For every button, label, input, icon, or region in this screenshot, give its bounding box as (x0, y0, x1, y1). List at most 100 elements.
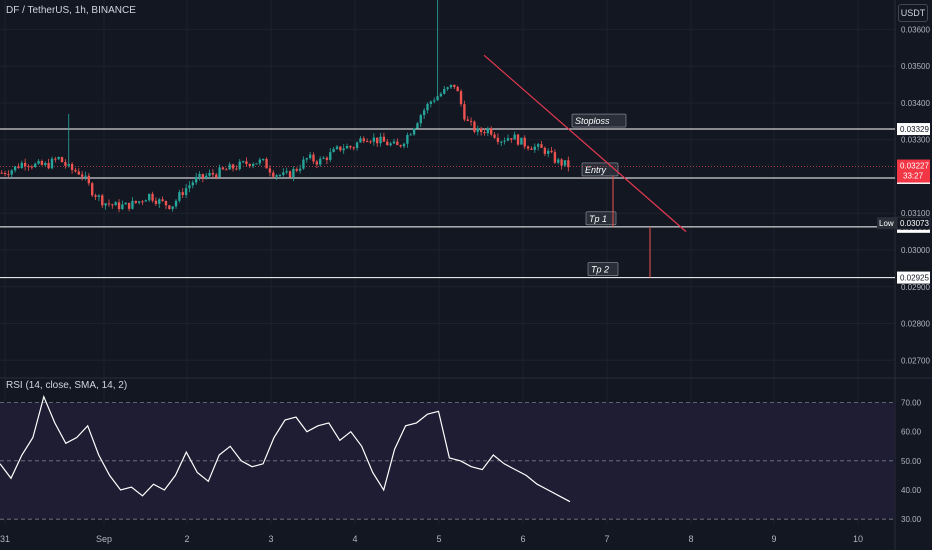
candle (389, 141, 392, 147)
level-label-text: Tp 1 (589, 214, 607, 224)
candle (382, 132, 386, 142)
candle (184, 184, 188, 199)
candle (510, 138, 513, 143)
candle (158, 197, 161, 208)
candle (275, 174, 278, 180)
rsi-line (0, 394, 571, 503)
candle (396, 138, 399, 146)
trend-line[interactable] (483, 54, 687, 233)
candle (114, 201, 117, 206)
candle (476, 125, 479, 136)
candle (490, 126, 493, 137)
candle (369, 140, 372, 144)
candle (376, 137, 379, 147)
candle (151, 191, 154, 203)
candle (536, 142, 540, 151)
candle (60, 156, 64, 163)
candle (40, 159, 44, 166)
candle (47, 158, 50, 170)
level-label-text: Entry (585, 165, 607, 175)
currency-selector[interactable]: USDT (898, 4, 928, 22)
candle (496, 133, 500, 145)
level-label[interactable]: Tp 2 (587, 262, 619, 276)
candle (17, 163, 20, 169)
candle (503, 137, 506, 145)
candle (20, 160, 23, 169)
candle (194, 172, 198, 185)
candle (533, 143, 536, 153)
candle (268, 165, 272, 177)
candle (54, 156, 57, 163)
candle (473, 120, 476, 134)
candle (446, 86, 449, 91)
candle (322, 156, 325, 160)
candle (547, 148, 550, 158)
level-label[interactable]: Entry (581, 162, 619, 177)
candle (453, 84, 456, 89)
candle (332, 146, 335, 153)
level-label[interactable]: Stoploss (571, 113, 627, 128)
candle (111, 203, 114, 209)
candle (342, 144, 345, 154)
candle (127, 202, 131, 212)
candle (305, 157, 308, 163)
candle (121, 200, 124, 211)
candle (3, 170, 7, 177)
candle (50, 156, 54, 170)
candle (540, 141, 543, 148)
rsi-lines (0, 394, 895, 520)
candle (399, 144, 402, 148)
candle (295, 167, 298, 173)
candle (312, 152, 315, 164)
candle (325, 156, 329, 164)
candle (550, 146, 553, 154)
candle (298, 164, 302, 174)
candle (426, 102, 429, 114)
candle (315, 159, 319, 169)
candle (10, 169, 13, 178)
candle (231, 163, 235, 172)
candle (235, 165, 238, 171)
candle (225, 167, 228, 171)
candle (365, 138, 369, 143)
candle (352, 146, 355, 151)
candle (0, 170, 3, 174)
candle (372, 133, 376, 146)
candle (486, 126, 490, 136)
candle (409, 132, 412, 136)
candles (0, 0, 570, 213)
x-tick-label: 6 (520, 534, 525, 544)
candle (278, 173, 282, 178)
level-label[interactable]: Tp 1 (585, 211, 617, 226)
y-tick-label: 0.03400 (901, 99, 930, 108)
candle (506, 134, 510, 142)
candle (513, 131, 516, 140)
candle (402, 142, 406, 149)
y-tick-label: 0.02900 (901, 283, 930, 292)
rsi-y-tick-label: 40.00 (901, 486, 922, 495)
y-tick-label: 0.03600 (901, 25, 930, 34)
candle (412, 127, 416, 136)
candle (221, 166, 225, 171)
candle (553, 149, 557, 165)
y-tick-label: 0.02800 (901, 320, 930, 329)
x-tick-label: 2 (184, 534, 189, 544)
candle (345, 143, 349, 149)
candle (101, 193, 104, 208)
candle (178, 189, 181, 203)
candle (443, 85, 446, 95)
horizontal-levels: Stoploss Entry Tp 1 Tp 2 (0, 113, 895, 279)
y-tick-label: 0.02700 (901, 356, 930, 365)
candle (131, 197, 134, 210)
candle (355, 141, 359, 151)
axis-labels: 31 Sep 2 3 4 5 6 7 8 9 10 0.03600 0.03500 0.03400 0.03… (0, 25, 930, 544)
low-marker: Low 0.03073 (877, 216, 931, 230)
candle (466, 116, 469, 122)
x-tick-label: 8 (688, 534, 693, 544)
candle (516, 133, 520, 146)
candle (251, 162, 255, 169)
candle (493, 132, 496, 139)
x-tick-label: 9 (771, 534, 776, 544)
y-tick-label: 0.03300 (901, 136, 930, 145)
candle (339, 146, 342, 152)
